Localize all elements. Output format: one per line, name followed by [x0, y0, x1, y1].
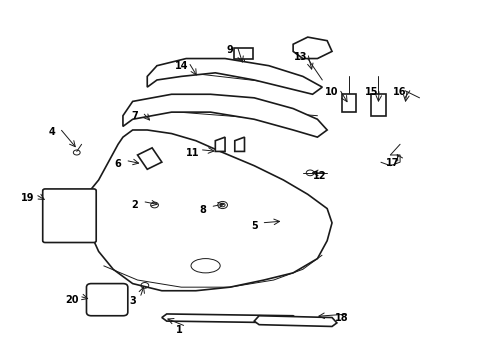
Polygon shape [341, 94, 356, 112]
Text: 12: 12 [312, 171, 326, 181]
Polygon shape [122, 94, 326, 137]
Text: 4: 4 [49, 127, 56, 137]
Polygon shape [234, 137, 244, 152]
Text: 6: 6 [115, 159, 121, 169]
Text: 7: 7 [131, 111, 138, 121]
Polygon shape [147, 59, 322, 94]
Text: 9: 9 [226, 45, 233, 55]
Text: 11: 11 [185, 148, 199, 158]
Polygon shape [370, 94, 385, 116]
Polygon shape [254, 316, 336, 327]
FancyBboxPatch shape [86, 284, 127, 316]
Text: 5: 5 [250, 221, 257, 231]
Text: 8: 8 [199, 205, 206, 215]
Text: 17: 17 [385, 158, 399, 168]
FancyBboxPatch shape [42, 189, 96, 243]
Polygon shape [215, 137, 224, 152]
Ellipse shape [191, 258, 220, 273]
Polygon shape [292, 37, 331, 59]
Text: 14: 14 [174, 61, 188, 71]
Text: 19: 19 [21, 193, 35, 203]
Polygon shape [233, 48, 253, 59]
Text: 15: 15 [365, 87, 378, 98]
Polygon shape [137, 148, 162, 169]
Text: 20: 20 [65, 295, 79, 305]
Polygon shape [162, 314, 297, 323]
Text: 13: 13 [293, 52, 306, 62]
Text: 1: 1 [175, 325, 182, 335]
Text: 16: 16 [392, 87, 406, 98]
Text: 18: 18 [334, 312, 348, 323]
Polygon shape [84, 130, 331, 291]
Text: 10: 10 [325, 87, 338, 98]
Text: 3: 3 [129, 296, 136, 306]
Text: 2: 2 [131, 200, 138, 210]
